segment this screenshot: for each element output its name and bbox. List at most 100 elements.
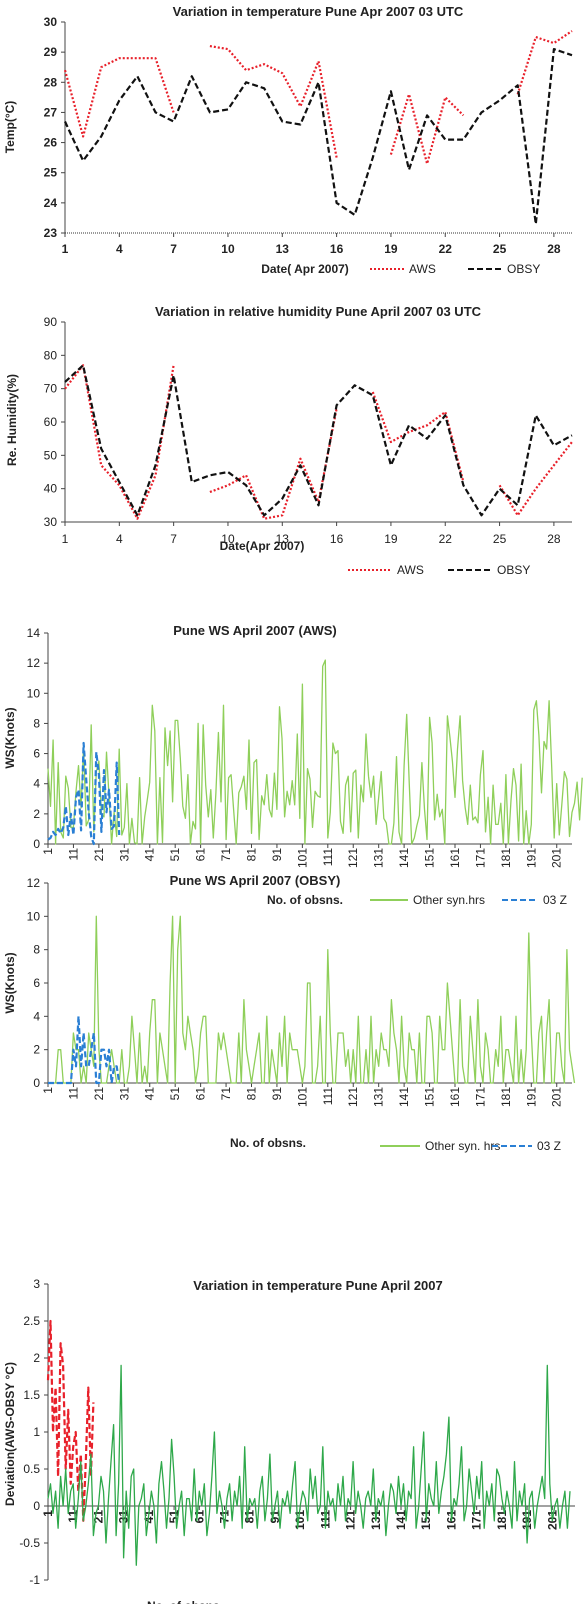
legend-label: OBSY xyxy=(497,563,530,577)
y-tick-label: 2 xyxy=(33,1043,40,1057)
x-axis-label: No. of obsns. xyxy=(147,1599,223,1604)
x-tick-label: 7 xyxy=(170,532,177,546)
y-tick-label: 90 xyxy=(44,315,58,329)
x-tick-label: 22 xyxy=(439,532,453,546)
y-tick-label: 30 xyxy=(44,15,58,29)
x-tick-label: 161 xyxy=(448,1087,462,1107)
x-tick-label: 121 xyxy=(346,848,360,868)
chart-title: Variation in relative humidity Pune Apri… xyxy=(155,304,482,319)
y-tick-label: 25 xyxy=(44,166,58,180)
y-tick-label: 0 xyxy=(33,1076,40,1090)
x-tick-label: 51 xyxy=(168,1087,182,1101)
y-tick-label: 2.5 xyxy=(23,1314,40,1328)
x-axis-label: No. of obsns. xyxy=(267,893,343,907)
x-tick-label: 7 xyxy=(170,242,177,256)
x-tick-label: 10 xyxy=(221,532,235,546)
y-tick-label: 1 xyxy=(33,1425,40,1439)
y-tick-label: 3 xyxy=(33,1277,40,1291)
x-tick-label: 131 xyxy=(372,848,386,868)
y-tick-label: 12 xyxy=(27,876,41,890)
y-tick-label: 0 xyxy=(33,1499,40,1513)
x-tick-label: 191 xyxy=(524,848,538,868)
x-tick-label: 191 xyxy=(520,1510,534,1530)
x-tick-label: 16 xyxy=(330,242,344,256)
y-tick-label: 50 xyxy=(44,448,58,462)
x-axis-label: Date(Apr 2007) xyxy=(220,539,305,553)
y-axis-label: Temp(°C) xyxy=(3,101,17,154)
y-tick-label: 4 xyxy=(33,1009,40,1023)
y-tick-label: 30 xyxy=(44,515,58,529)
x-tick-label: 10 xyxy=(221,242,235,256)
x-tick-label: 61 xyxy=(192,1510,206,1524)
chart-title: Pune WS April 2007 (AWS) xyxy=(173,623,337,638)
x-tick-label: 1 xyxy=(41,848,55,855)
x-tick-label: 71 xyxy=(219,848,233,862)
y-tick-label: 24 xyxy=(44,196,58,210)
x-tick-label: 13 xyxy=(276,242,290,256)
x-tick-label: 71 xyxy=(219,1087,233,1101)
legend-label: AWS xyxy=(397,563,424,577)
y-tick-label: 8 xyxy=(33,716,40,730)
chart-title: Variation in temperature Pune Apr 2007 0… xyxy=(173,4,464,19)
x-axis-label: No. of obsns. xyxy=(230,1136,306,1150)
legend-label: Other syn.hrs xyxy=(413,893,485,907)
x-tick-label: 91 xyxy=(270,1087,284,1101)
y-tick-label: 29 xyxy=(44,45,58,59)
x-tick-label: 171 xyxy=(470,1510,484,1530)
x-tick-label: 4 xyxy=(116,242,123,256)
x-tick-label: 201 xyxy=(550,1087,564,1107)
chart-title: Variation in temperature Pune April 2007 xyxy=(193,1278,443,1293)
legend-label: Other syn. hrs xyxy=(425,1139,500,1153)
x-tick-label: 61 xyxy=(194,848,208,862)
chart-title: Pune WS April 2007 (OBSY) xyxy=(170,873,341,888)
x-tick-label: 1 xyxy=(62,532,69,546)
temperature-chart: Variation in temperature Pune Apr 2007 0… xyxy=(3,4,573,276)
x-tick-label: 141 xyxy=(397,1087,411,1107)
x-tick-label: 171 xyxy=(473,1087,487,1107)
x-tick-label: 171 xyxy=(473,848,487,868)
x-tick-label: 21 xyxy=(92,1087,106,1101)
x-tick-label: 121 xyxy=(346,1087,360,1107)
y-tick-label: 4 xyxy=(33,777,40,791)
x-tick-label: 101 xyxy=(295,848,309,868)
x-tick-label: 21 xyxy=(92,848,106,862)
x-tick-label: 1 xyxy=(62,242,69,256)
x-tick-label: 81 xyxy=(243,1510,257,1524)
x-tick-label: 11 xyxy=(66,848,80,861)
series-line-03-z xyxy=(46,1319,95,1522)
y-tick-label: 80 xyxy=(44,348,58,362)
x-tick-label: 31 xyxy=(117,848,131,862)
y-tick-label: 10 xyxy=(27,909,41,923)
x-tick-label: 22 xyxy=(439,242,453,256)
x-tick-label: 61 xyxy=(194,1087,208,1101)
x-tick-label: 151 xyxy=(423,1087,437,1107)
y-tick-label: 6 xyxy=(33,747,40,761)
temperature-deviation-chart: Variation in temperature Pune April 2007… xyxy=(3,1277,575,1604)
y-axis-label: Deviation(AWS-OBSY °C) xyxy=(3,1362,17,1506)
x-tick-label: 111 xyxy=(321,1087,335,1106)
x-tick-label: 151 xyxy=(423,848,437,868)
y-axis-label: WS(Knots) xyxy=(3,952,17,1013)
x-tick-label: 11 xyxy=(66,1087,80,1100)
y-tick-label: 8 xyxy=(33,943,40,957)
legend-label: OBSY xyxy=(507,262,540,276)
x-tick-label: 161 xyxy=(448,848,462,868)
y-tick-label: -1 xyxy=(29,1573,40,1587)
x-tick-label: 121 xyxy=(344,1510,358,1530)
x-tick-label: 28 xyxy=(547,532,561,546)
x-tick-label: 91 xyxy=(270,848,284,862)
series-line-obsy xyxy=(64,364,573,517)
x-tick-label: 19 xyxy=(384,532,398,546)
x-tick-label: 101 xyxy=(295,1087,309,1107)
y-tick-label: 10 xyxy=(27,686,41,700)
y-tick-label: 2 xyxy=(33,807,40,821)
x-tick-label: 25 xyxy=(493,532,507,546)
y-tick-label: 1.5 xyxy=(23,1388,40,1402)
x-tick-label: 141 xyxy=(397,848,411,868)
x-tick-label: 41 xyxy=(143,1087,157,1101)
y-tick-label: 2 xyxy=(33,1351,40,1365)
y-tick-label: 0.5 xyxy=(23,1462,40,1476)
series-line-03-z xyxy=(48,1015,121,1085)
x-tick-label: 191 xyxy=(524,1087,538,1107)
